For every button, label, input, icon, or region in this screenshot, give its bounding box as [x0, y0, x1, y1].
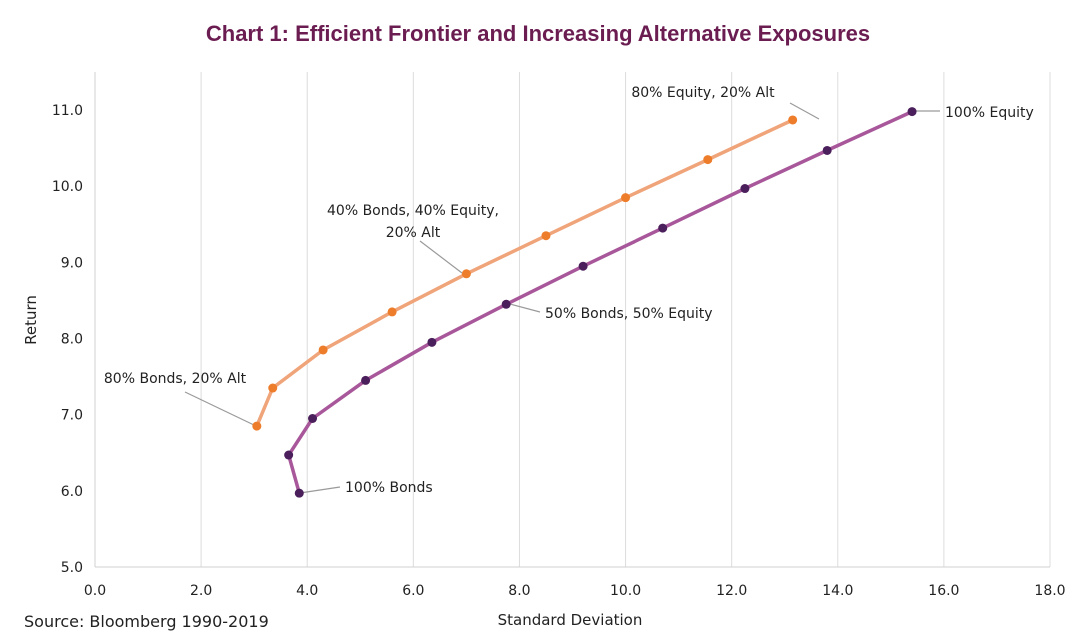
annotation-label: 100% Bonds	[345, 480, 433, 496]
y-tick-label: 8.0	[61, 332, 83, 348]
annotation-leader	[789, 102, 820, 120]
x-tick-label: 2.0	[190, 583, 212, 599]
x-tick-label: 4.0	[296, 583, 318, 599]
annotation-label: 80% Equity, 20% Alt	[631, 85, 775, 101]
y-tick-label: 5.0	[61, 560, 83, 576]
data-point	[427, 337, 437, 347]
y-tick-labels: 5.0 6.0 7.0 8.0 9.0 10.0 11.0	[52, 103, 83, 576]
x-tick-label: 16.0	[928, 583, 959, 599]
annotation-leader	[419, 240, 463, 274]
data-point	[318, 345, 328, 355]
data-point	[907, 107, 917, 117]
data-point	[268, 383, 278, 393]
x-tick-label: 10.0	[610, 583, 641, 599]
data-point	[252, 421, 262, 431]
data-point	[284, 450, 294, 460]
series-line-1	[255, 118, 794, 427]
data-point	[361, 375, 371, 385]
y-tick-label: 9.0	[61, 255, 83, 271]
data-point	[621, 193, 631, 203]
annotation-label: 100% Equity	[945, 105, 1034, 121]
data-point	[541, 231, 551, 241]
annotation-leader	[505, 302, 541, 313]
x-axis-label: Standard Deviation	[498, 611, 643, 629]
data-point	[740, 184, 750, 194]
y-axis-label: Return	[22, 295, 40, 345]
source-note: Source: Bloomberg 1990-2019	[24, 612, 269, 631]
data-point	[387, 307, 397, 317]
data-point	[822, 145, 832, 155]
data-point	[703, 155, 713, 165]
data-point	[461, 269, 471, 279]
x-tick-labels: 0.0 2.0 4.0 6.0 8.0 10.0 12.0 14.0 16.0 18.0	[84, 583, 1066, 599]
data-point	[658, 223, 668, 233]
annotation-label: 50% Bonds, 50% Equity	[545, 306, 713, 322]
data-point	[788, 115, 798, 125]
data-point	[308, 414, 318, 423]
x-tick-label: 12.0	[716, 583, 747, 599]
x-tick-label: 18.0	[1034, 583, 1065, 599]
y-tick-label: 6.0	[61, 484, 83, 500]
annotation-label: 40% Bonds, 40% Equity, 20% Alt	[327, 203, 499, 241]
x-tick-label: 0.0	[84, 583, 106, 599]
gridlines	[200, 72, 1051, 567]
annotation-label: 80% Bonds, 20% Alt	[104, 371, 247, 387]
annotations: 80% Equity, 20% Alt 100% Equity 40% Bonds,…	[104, 85, 1034, 496]
x-tick-label: 8.0	[508, 583, 530, 599]
y-tick-label: 11.0	[52, 103, 83, 119]
data-point	[578, 261, 588, 271]
annotation-leader	[184, 391, 257, 427]
series-line-2	[286, 110, 913, 494]
x-tick-label: 14.0	[822, 583, 853, 599]
chart-title: Chart 1: Efficient Frontier and Increasi…	[206, 21, 870, 46]
y-tick-label: 7.0	[61, 408, 83, 424]
x-tick-label: 6.0	[402, 583, 424, 599]
series-group	[252, 107, 917, 498]
data-point	[501, 299, 511, 309]
y-tick-label: 10.0	[52, 179, 83, 195]
annotation-leaders	[184, 102, 940, 494]
data-point	[294, 488, 304, 498]
annotation-leader	[299, 486, 341, 494]
